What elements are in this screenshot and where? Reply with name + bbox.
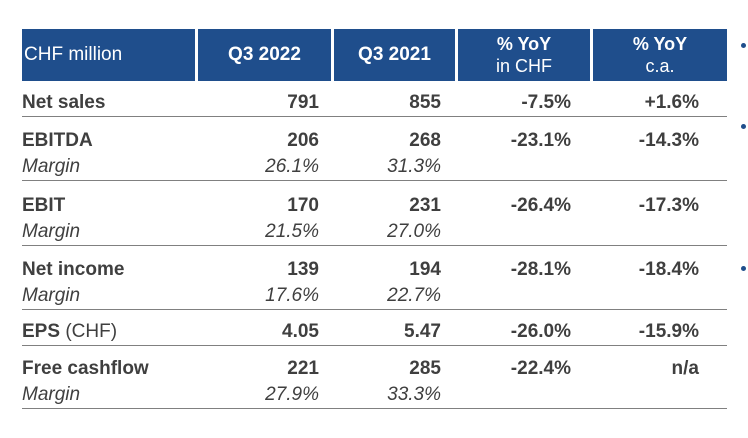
- table-header: CHF million Q3 2022 Q3 2021 % YoY in CHF …: [22, 29, 727, 81]
- margin-q3-2022: 26.1%: [265, 156, 319, 177]
- margin-q3-2022: 17.6%: [265, 285, 319, 306]
- value-q3-2021: 231: [409, 195, 441, 216]
- margin-label: Margin: [22, 285, 81, 306]
- margin-q3-2021: 27.0%: [387, 221, 441, 242]
- table-row-ebit: EBIT 170 231 -26.4% -17.3% Margin 21.5% …: [22, 193, 727, 246]
- bullet-marker: [741, 124, 746, 129]
- header-q3-2022: Q3 2022: [198, 29, 331, 81]
- row-label: Net income: [22, 259, 125, 280]
- value-yoy-ca: n/a: [671, 358, 699, 379]
- header-unit-label: CHF million: [22, 29, 195, 81]
- margin-q3-2022: 21.5%: [265, 221, 319, 242]
- value-yoy-chf: -26.0%: [510, 321, 571, 342]
- value-q3-2021: 194: [409, 259, 441, 280]
- value-q3-2022: 170: [287, 195, 319, 216]
- table-row-free-cashflow: Free cashflow 221 285 -22.4% n/a Margin …: [22, 356, 727, 409]
- margin-label: Margin: [22, 221, 81, 242]
- row-label: Free cashflow: [22, 358, 149, 379]
- bullet-marker: [741, 266, 746, 271]
- header-yoy-ca: % YoY c.a.: [593, 29, 727, 81]
- value-q3-2022: 206: [287, 130, 319, 151]
- row-label: Net sales: [22, 92, 106, 113]
- value-q3-2022: 221: [287, 358, 319, 379]
- margin-q3-2021: 22.7%: [387, 285, 441, 306]
- value-yoy-ca: -15.9%: [638, 321, 699, 342]
- table-row-ebitda: EBITDA 206 268 -23.1% -14.3% Margin 26.1…: [22, 128, 727, 181]
- table-row-net-income: Net income 139 194 -28.1% -18.4% Margin …: [22, 257, 727, 310]
- value-yoy-chf: -7.5%: [521, 92, 571, 113]
- value-q3-2022: 4.05: [282, 321, 319, 342]
- table-row-net-sales: Net sales 791 855 -7.5% +1.6%: [22, 90, 727, 117]
- margin-q3-2021: 33.3%: [387, 384, 441, 405]
- margin-q3-2021: 31.3%: [387, 156, 441, 177]
- row-label: EBITDA: [22, 130, 93, 151]
- row-label: EPS (CHF): [22, 321, 118, 342]
- bullet-marker: [741, 43, 746, 48]
- value-yoy-chf: -26.4%: [510, 195, 571, 216]
- value-q3-2022: 139: [287, 259, 319, 280]
- value-yoy-ca: -17.3%: [638, 195, 699, 216]
- value-q3-2021: 855: [409, 92, 441, 113]
- value-yoy-chf: -28.1%: [510, 259, 571, 280]
- table-row-eps: EPS (CHF) 4.05 5.47 -26.0% -15.9%: [22, 319, 727, 346]
- value-yoy-ca: -18.4%: [638, 259, 699, 280]
- value-q3-2021: 5.47: [404, 321, 441, 342]
- value-yoy-chf: -23.1%: [510, 130, 571, 151]
- value-q3-2021: 285: [409, 358, 441, 379]
- margin-label: Margin: [22, 156, 81, 177]
- row-label: EBIT: [22, 195, 66, 216]
- header-yoy-chf: % YoY in CHF: [458, 29, 590, 81]
- margin-label: Margin: [22, 384, 81, 405]
- value-yoy-ca: -14.3%: [638, 130, 699, 151]
- value-yoy-ca: +1.6%: [644, 92, 699, 113]
- financial-summary-table: CHF million Q3 2022 Q3 2021 % YoY in CHF …: [22, 29, 727, 409]
- header-q3-2021: Q3 2021: [334, 29, 455, 81]
- margin-q3-2022: 27.9%: [265, 384, 319, 405]
- row-unit: (CHF): [65, 321, 118, 342]
- value-yoy-chf: -22.4%: [510, 358, 571, 379]
- value-q3-2022: 791: [287, 92, 319, 113]
- value-q3-2021: 268: [409, 130, 441, 151]
